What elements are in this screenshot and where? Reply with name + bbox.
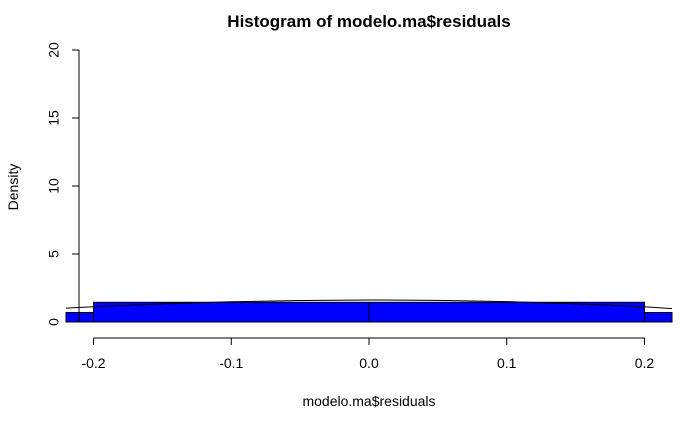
axes-layer: 0 5 10 15 20 -0.2 -0.1 0.0 0.1 0.2 [46,42,655,371]
x-tick-label-1: -0.1 [219,355,243,371]
y-tick-label-4: 20 [46,42,62,58]
x-tick-label-2: 0.0 [359,355,379,371]
x-axis-label: modelo.ma$residuals [302,393,435,409]
chart-title: Histogram of modelo.ma$residuals [227,12,510,31]
x-tick-label-0: -0.2 [81,355,105,371]
y-tick-label-1: 5 [46,250,62,258]
histogram-bars [65,301,673,323]
y-tick-label-2: 10 [46,178,62,194]
histogram-bar-3 [643,311,673,323]
density-curve-layer [65,299,673,310]
y-axis-label: Density [5,164,21,211]
x-tick-label-4: 0.2 [635,355,655,371]
density-curve [65,299,673,310]
histogram-bar-0 [65,311,95,323]
x-tick-label-3: 0.1 [497,355,517,371]
y-tick-label-0: 0 [46,318,62,326]
y-tick-label-3: 15 [46,110,62,126]
